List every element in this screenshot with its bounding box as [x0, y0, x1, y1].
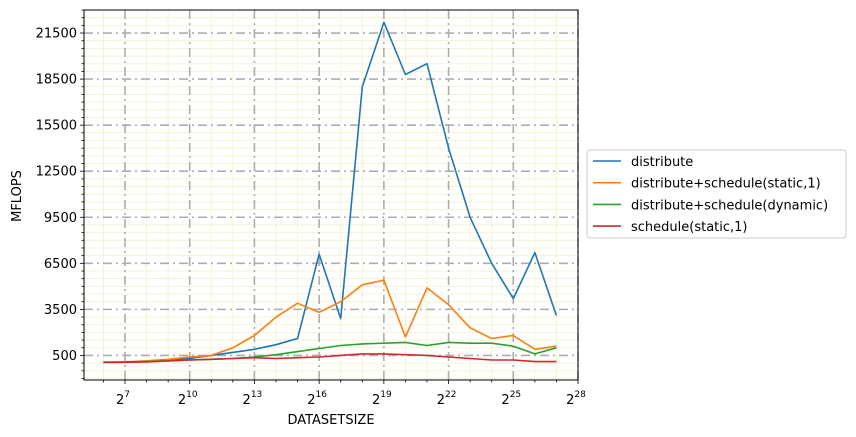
x-tick-label: 213 — [243, 390, 263, 408]
x-tick-label: 222 — [437, 390, 457, 408]
legend-label: distribute+schedule(dynamic) — [631, 198, 828, 213]
y-tick-label: 15500 — [36, 119, 77, 134]
legend-label: distribute+schedule(static,1) — [631, 177, 821, 192]
series-line-distribute — [103, 21, 558, 364]
x-tick-label: 27 — [116, 390, 130, 408]
y-tick-label: 21500 — [36, 27, 77, 42]
x-tick-label: 210 — [178, 390, 198, 408]
legend: distribute distribute+schedule(static,1) d… — [586, 149, 847, 239]
series-line-distribute-schedule-static-1 — [103, 279, 557, 363]
x-axis-ticks: 27 210 213 216 219 222 225 228 — [103, 380, 586, 408]
x-tick-label: 219 — [372, 390, 392, 408]
y-tick-label: 6500 — [44, 257, 77, 272]
y-axis-ticks: 500 3500 6500 9500 12500 15500 18500 21500 — [36, 9, 84, 379]
series-layer — [103, 21, 558, 364]
x-axis-title: DATASETSIZE — [287, 413, 374, 428]
y-axis-title: MFLOPS — [10, 170, 25, 222]
legend-box — [586, 149, 847, 239]
legend-label: distribute — [631, 155, 693, 170]
x-tick-label: 216 — [307, 390, 327, 408]
x-tick-label: 228 — [566, 390, 586, 408]
minor-grid — [84, 9, 578, 380]
x-tick-label: 225 — [501, 390, 521, 408]
y-tick-label: 18500 — [36, 73, 77, 88]
legend-label: schedule(static,1) — [631, 220, 748, 235]
y-tick-label: 3500 — [44, 303, 77, 318]
plot-frame — [83, 9, 579, 381]
y-tick-label: 500 — [52, 349, 77, 364]
series-line-schedule-static-1 — [103, 353, 557, 364]
major-grid — [84, 10, 579, 380]
y-tick-label: 12500 — [36, 165, 77, 180]
y-tick-label: 9500 — [44, 211, 77, 226]
